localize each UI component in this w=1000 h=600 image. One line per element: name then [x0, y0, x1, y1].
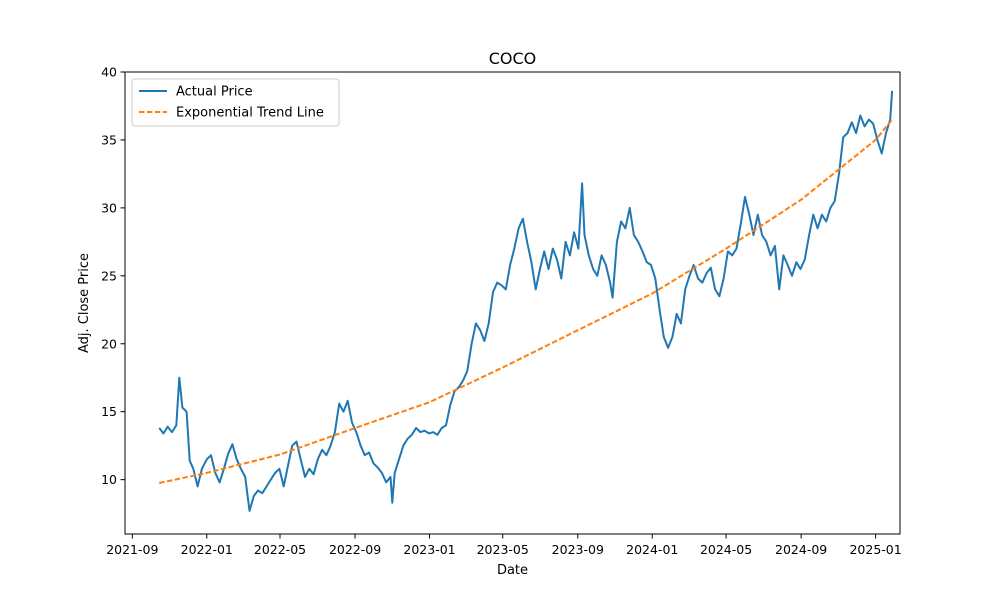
x-tick-label: 2024-05	[700, 542, 752, 557]
x-tick-label: 2023-05	[477, 542, 529, 557]
plot-frame	[124, 71, 901, 535]
y-tick-label: 25	[101, 268, 117, 283]
x-tick-label: 2022-09	[329, 542, 381, 557]
chart-title: COCO	[489, 49, 537, 68]
y-tick-label: 30	[101, 200, 117, 215]
legend-box	[131, 78, 340, 127]
x-tick-label: 2022-05	[254, 542, 306, 557]
x-tick-label: 2024-09	[775, 542, 827, 557]
x-tick-label: 2021-09	[106, 542, 158, 557]
x-tick-label: 2023-01	[403, 542, 455, 557]
x-tick-label: 2025-01	[849, 542, 901, 557]
y-tick-label: 20	[101, 336, 117, 351]
x-axis-title: Date	[497, 563, 528, 578]
series-layer	[158, 90, 894, 512]
legend: Actual Price Exponential Trend Line	[131, 78, 340, 127]
y-tick-label: 10	[101, 472, 117, 487]
y-tick-label: 35	[101, 132, 117, 147]
series-line-actual-price	[158, 90, 894, 512]
y-tick-label: 40	[101, 65, 117, 80]
y-axis: 10 15 20 25 30 35 40	[101, 65, 125, 487]
y-tick-label: 15	[101, 404, 117, 419]
x-axis: 2021-09 2022-01 2022-05 2022-09 2023-01 2023-…	[106, 534, 902, 557]
legend-label-exponential-trend-line: Exponential Trend Line	[176, 106, 324, 121]
x-tick-label: 2024-01	[626, 542, 678, 557]
legend-label-actual-price: Actual Price	[176, 85, 253, 100]
x-tick-label: 2023-09	[552, 542, 604, 557]
x-tick-label: 2022-01	[181, 542, 233, 557]
y-axis-title: Adj. Close Price	[77, 253, 92, 353]
series-line-exponential-trend-line	[158, 118, 893, 484]
